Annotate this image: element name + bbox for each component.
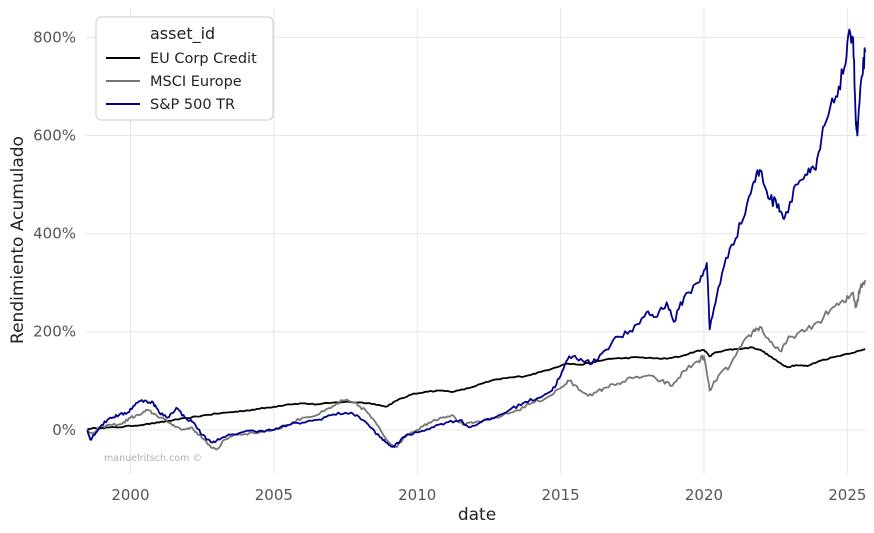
x-axis-title: date bbox=[458, 505, 496, 525]
legend: asset_id EU Corp Credit MSCI Europe S&P 50… bbox=[95, 16, 274, 121]
x-tick-label-2005: 2005 bbox=[255, 486, 293, 504]
y-tick-label-0: 0% bbox=[52, 421, 76, 439]
x-tick-label-2025: 2025 bbox=[828, 486, 866, 504]
x-tick-label-2010: 2010 bbox=[398, 486, 436, 504]
legend-title: asset_id bbox=[150, 24, 215, 44]
legend-label-msci-europe: MSCI Europe bbox=[150, 74, 242, 90]
y-tick-label-600: 600% bbox=[33, 127, 76, 145]
series-line-s-p-500-tr bbox=[86, 28, 866, 448]
x-tick-label-2020: 2020 bbox=[685, 486, 723, 504]
y-tick-label-400: 400% bbox=[33, 225, 76, 243]
x-tick-label-2000: 2000 bbox=[111, 486, 149, 504]
watermark: manuelritsch.com © bbox=[104, 453, 202, 464]
legend-label-s-p-500-tr: S&P 500 TR bbox=[150, 97, 235, 113]
x-tick-label-2015: 2015 bbox=[542, 486, 580, 504]
y-axis-title: Rendimiento Acumulado bbox=[8, 136, 28, 344]
y-tick-label-800: 800% bbox=[33, 28, 76, 46]
series-lines bbox=[86, 28, 866, 451]
tick-labels: 2000 2005 2010 2015 2020 2025 0% 200% 400% 600% 80… bbox=[33, 28, 866, 504]
legend-items: EU Corp Credit MSCI Europe S&P 500 TR bbox=[106, 51, 257, 113]
legend-box bbox=[95, 16, 274, 121]
y-tick-label-200: 200% bbox=[33, 323, 76, 341]
series-line-msci-europe bbox=[86, 280, 866, 451]
series-line-eu-corp-credit bbox=[87, 346, 866, 431]
legend-label-eu-corp-credit: EU Corp Credit bbox=[150, 51, 257, 67]
